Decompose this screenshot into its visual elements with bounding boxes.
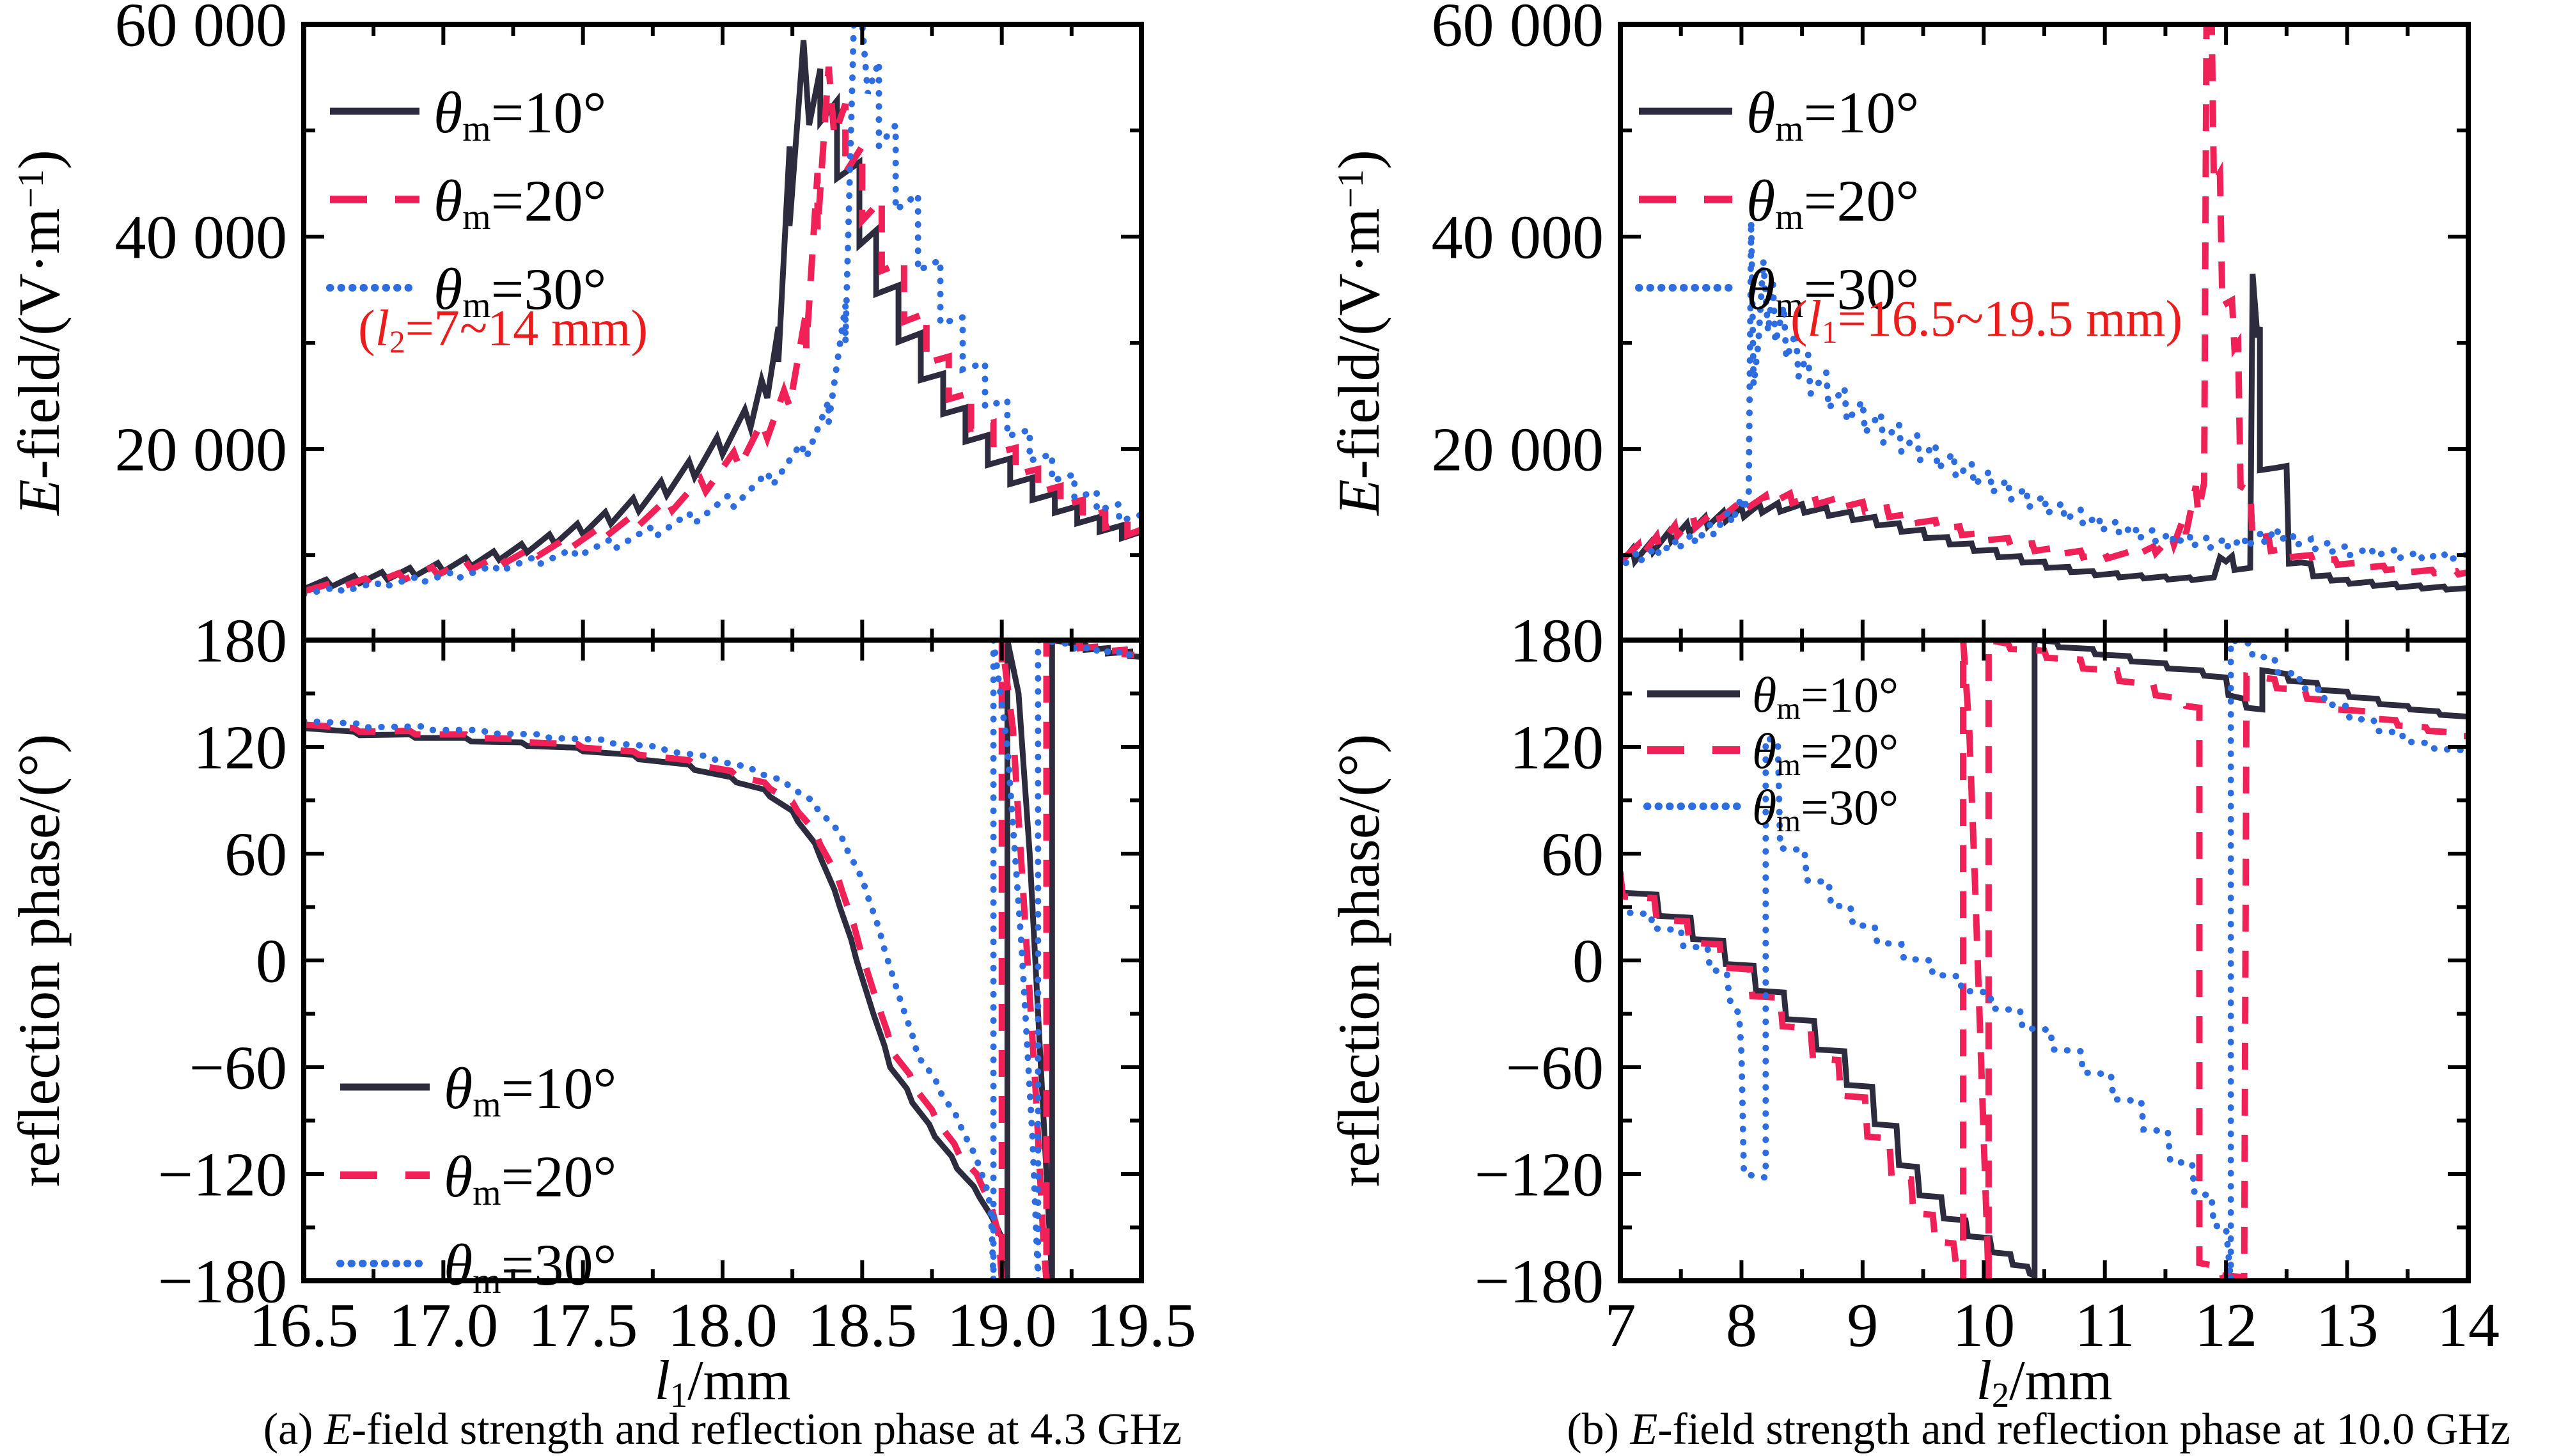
caption-text: (b) bbox=[1567, 1405, 1631, 1454]
caption-text: E bbox=[324, 1405, 352, 1454]
x-tick-label: 14 bbox=[2437, 1291, 2500, 1360]
y-axis-title-efield-a: E-field/(V·m−1) bbox=[6, 150, 72, 517]
y-tick-label: −60 bbox=[189, 1033, 287, 1102]
legend-label-theta10: θm=10° bbox=[434, 80, 606, 149]
plot-phase-4p3ghz: −180 −120 −60 0 60 120 180 16.5 17.0 17.5 18.0 18.5… bbox=[158, 606, 1196, 1360]
legend-label-theta30: θm=30° bbox=[434, 256, 606, 325]
legend-label-theta10: θm=10° bbox=[1746, 80, 1919, 149]
x-tick-label: 18.5 bbox=[808, 1291, 918, 1360]
caption-text: E bbox=[1630, 1405, 1658, 1454]
x-axis-title-l2: l2/mm bbox=[1976, 1350, 2112, 1414]
legend-label-theta30: θm=30° bbox=[444, 1232, 616, 1301]
legend-label-theta20: θm=20° bbox=[434, 168, 606, 237]
legend-label-theta10: θm=10° bbox=[444, 1056, 616, 1125]
y-tick-label: −120 bbox=[158, 1140, 287, 1209]
y-tick-label: −180 bbox=[1475, 1247, 1604, 1316]
x-tick-label: 7 bbox=[1605, 1291, 1636, 1360]
series-layer bbox=[1620, 640, 2468, 1281]
series-theta20-line bbox=[304, 66, 1141, 595]
legend-label-theta20: θm=20° bbox=[1746, 168, 1919, 237]
y-tick-label: 20 000 bbox=[1432, 415, 1604, 484]
y-tick-label: 60 000 bbox=[1432, 0, 1604, 59]
y-tick-label: −120 bbox=[1475, 1140, 1604, 1209]
series-theta10-line bbox=[304, 640, 1141, 1281]
axis-titles-layer: E-field/(V·m−1) reflection phase/(°) E-fie… bbox=[6, 150, 2113, 1414]
y-tick-label: 0 bbox=[256, 927, 287, 996]
caption-b: (b) E-field strength and reflection phas… bbox=[1509, 1404, 2568, 1455]
series-layer bbox=[1620, 24, 2468, 593]
y-tick-label: 20 000 bbox=[115, 415, 288, 484]
series-theta20-line bbox=[304, 640, 1141, 1281]
series-theta20-line bbox=[1620, 24, 2468, 578]
x-tick-label: 17.5 bbox=[528, 1291, 638, 1360]
plot-efield-4p3ghz: 20 000 40 000 60 000 θm=10° θm=20° θm=30°(l2=… bbox=[115, 0, 1144, 643]
annotation-range: (l2=7~14 mm) bbox=[358, 301, 648, 359]
y-tick-label: 60 000 bbox=[115, 0, 288, 59]
x-tick-label: 9 bbox=[1847, 1291, 1878, 1360]
legend: θm=10° θm=20° θm=30° bbox=[326, 80, 606, 325]
x-tick-label: 10 bbox=[1952, 1291, 2015, 1360]
series-theta30-line bbox=[304, 24, 1141, 598]
x-tick-label: 19.5 bbox=[1086, 1291, 1196, 1360]
annotation-range: (l1=16.5~19.5 mm) bbox=[1790, 291, 2182, 350]
y-tick-label: 180 bbox=[193, 606, 287, 675]
legend: θm=10°θm=20°θm=30° bbox=[1643, 667, 1899, 838]
x-tick-label: 11 bbox=[2075, 1291, 2135, 1360]
series-layer bbox=[304, 640, 1141, 1281]
plot-efield-10ghz: 20 000 40 000 60 000 θm=10° θm=20° θm=30°(l1=… bbox=[1432, 0, 2471, 643]
series-theta30-line bbox=[1620, 221, 2468, 572]
legend: θm=10° θm=20° θm=30° bbox=[336, 1056, 616, 1301]
x-tick-label: 18.0 bbox=[668, 1291, 778, 1360]
y-tick-label: 120 bbox=[1510, 713, 1604, 782]
caption-text: -field strength and reflection phase at … bbox=[351, 1405, 1182, 1454]
x-tick-label: 8 bbox=[1726, 1291, 1757, 1360]
y-tick-label: −180 bbox=[158, 1247, 287, 1316]
y-tick-label: −60 bbox=[1506, 1033, 1604, 1102]
caption-text: (a) bbox=[263, 1405, 324, 1454]
series-theta30-line bbox=[304, 640, 1141, 1281]
legend-label-theta30: θm=30° bbox=[1746, 256, 1919, 325]
legend-label-theta20: θm=20° bbox=[444, 1144, 616, 1213]
x-tick-label: 13 bbox=[2316, 1291, 2379, 1360]
y-axis-title-phase-a: reflection phase/(°) bbox=[6, 734, 72, 1187]
legend-label-theta20: θm=20° bbox=[1752, 723, 1899, 782]
legend-label-theta10: θm=10° bbox=[1752, 667, 1899, 726]
x-axis-title-l1: l1/mm bbox=[654, 1350, 790, 1414]
y-tick-label: 60 bbox=[1541, 820, 1604, 889]
caption-text: -field strength and reflection phase at … bbox=[1657, 1405, 2510, 1454]
y-axis-title-phase-b: reflection phase/(°) bbox=[1326, 734, 1391, 1187]
x-tick-label: 12 bbox=[2195, 1291, 2257, 1360]
y-tick-label: 60 bbox=[224, 820, 287, 889]
y-tick-label: 40 000 bbox=[115, 203, 288, 272]
x-tick-label: 19.0 bbox=[947, 1291, 1057, 1360]
y-tick-label: 0 bbox=[1572, 927, 1604, 996]
y-tick-label: 40 000 bbox=[1432, 203, 1604, 272]
series-theta10-line bbox=[1620, 640, 2468, 1281]
series-theta30-line bbox=[1620, 640, 2468, 1281]
axis-frame bbox=[1618, 638, 2471, 1283]
series-theta20-line bbox=[1620, 640, 2468, 1281]
caption-a: (a) E-field strength and reflection phas… bbox=[192, 1404, 1253, 1455]
legend-label-theta30: θm=30° bbox=[1752, 779, 1899, 838]
series-layer bbox=[304, 24, 1141, 598]
x-tick-label: 17.0 bbox=[389, 1291, 499, 1360]
series-theta10-line bbox=[1620, 273, 2468, 593]
legend: θm=10° θm=20° θm=30° bbox=[1635, 80, 1919, 325]
y-tick-label: 120 bbox=[193, 713, 287, 782]
x-tick-label: 16.5 bbox=[249, 1291, 359, 1360]
y-axis-title-efield-b: E-field/(V·m−1) bbox=[1326, 150, 1391, 517]
y-tick-label: 180 bbox=[1510, 606, 1604, 675]
